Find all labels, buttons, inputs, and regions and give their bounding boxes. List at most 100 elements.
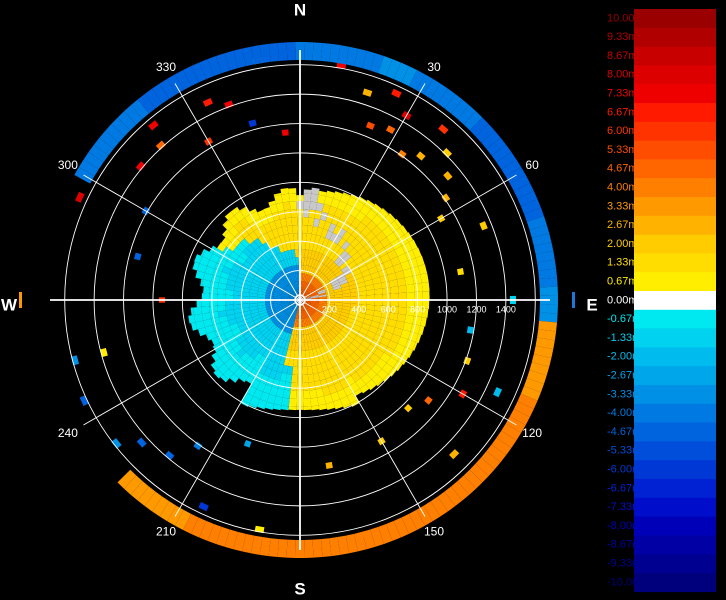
velocity-bin — [282, 291, 291, 296]
velocity-bin — [356, 281, 366, 288]
outer-velocity-band — [199, 59, 214, 80]
velocity-bin — [245, 256, 255, 266]
velocity-bin — [326, 259, 335, 269]
velocity-bin — [385, 266, 396, 275]
range-label: 400 — [351, 304, 366, 314]
velocity-bin — [320, 315, 329, 323]
velocity-bin — [292, 225, 298, 234]
velocity-bin — [288, 188, 297, 194]
velocity-bin — [284, 209, 292, 219]
velocity-bin — [340, 396, 351, 407]
velocity-bin — [390, 293, 399, 300]
velocity-bin — [273, 264, 281, 273]
velocity-speckle — [479, 221, 488, 231]
velocity-bin — [267, 342, 275, 352]
colorbar-label: 6.00m/s — [607, 125, 647, 137]
velocity-bin — [249, 349, 259, 360]
velocity-bin — [421, 308, 429, 318]
velocity-bin — [371, 374, 383, 386]
velocity-bin — [292, 233, 298, 242]
colorbar-label: -7.33m/s — [607, 501, 650, 513]
velocity-bin — [206, 259, 217, 269]
outer-velocity-band — [174, 509, 192, 530]
velocity-bin — [336, 259, 346, 268]
velocity-bin — [236, 255, 246, 265]
velocity-speckle — [438, 124, 449, 135]
velocity-bin — [265, 301, 274, 305]
velocity-bin — [307, 341, 313, 351]
velocity-bin — [325, 322, 333, 330]
velocity-bin — [312, 242, 319, 252]
velocity-bin — [356, 312, 366, 319]
velocity-bin — [262, 232, 271, 242]
velocity-bin — [277, 243, 285, 253]
velocity-bin — [239, 228, 249, 239]
velocity-bin — [237, 320, 247, 328]
velocity-bin — [361, 322, 371, 331]
velocity-bin — [283, 259, 290, 268]
velocity-bin — [282, 268, 289, 277]
velocity-bin — [246, 320, 255, 328]
velocity-bin — [295, 310, 299, 319]
velocity-bin — [262, 358, 271, 368]
velocity-bin — [260, 264, 270, 273]
velocity-bin — [294, 342, 299, 351]
velocity-bin — [302, 217, 309, 226]
velocity-bin — [258, 325, 268, 333]
azimuth-spoke — [299, 299, 517, 426]
velocity-bin — [382, 300, 391, 307]
velocity-bin — [256, 270, 266, 278]
velocity-bin — [225, 304, 234, 311]
velocity-bin — [365, 358, 376, 369]
velocity-bin — [399, 225, 408, 235]
colorbar-swatch — [634, 121, 716, 141]
velocity-bin — [374, 288, 383, 295]
velocity-bin — [371, 214, 383, 226]
velocity-bin — [296, 281, 299, 290]
velocity-bin — [375, 231, 387, 242]
outer-velocity-band — [312, 539, 323, 558]
velocity-bin — [313, 322, 320, 331]
velocity-bin — [263, 223, 272, 233]
velocity-bin — [273, 302, 282, 306]
velocity-bin — [330, 279, 340, 286]
velocity-bin — [353, 272, 363, 280]
colorbar-label: 2.67m/s — [607, 219, 647, 231]
velocity-speckle — [325, 461, 333, 469]
velocity-bin — [322, 237, 330, 247]
velocity-bin — [315, 310, 323, 316]
velocity-bin — [210, 274, 221, 283]
velocity-bin — [394, 343, 406, 354]
velocity-bin — [274, 345, 281, 355]
velocity-bin — [358, 304, 367, 310]
velocity-bin — [267, 270, 275, 278]
velocity-bin — [249, 240, 259, 251]
velocity-bin — [358, 300, 367, 305]
range-label: 600 — [381, 304, 396, 314]
outer-velocity-band — [444, 93, 463, 114]
velocity-bin — [204, 266, 215, 275]
velocity-bin — [235, 277, 245, 284]
velocity-bin — [229, 251, 240, 261]
velocity-bin — [294, 310, 298, 319]
velocity-bin — [284, 276, 291, 285]
velocity-bin — [188, 314, 196, 324]
velocity-bin — [359, 327, 369, 336]
velocity-bin — [349, 307, 359, 313]
outer-velocity-band — [88, 144, 109, 163]
colorbar-swatch — [634, 103, 716, 123]
velocity-bin — [259, 391, 270, 402]
velocity-bin — [307, 249, 313, 259]
velocity-bin — [307, 373, 315, 383]
velocity-bin — [339, 378, 350, 389]
velocity-bin — [376, 220, 389, 232]
outer-velocity-band — [533, 241, 554, 255]
velocity-bin — [257, 302, 266, 306]
velocity-bin — [352, 323, 362, 332]
velocity-bin — [346, 234, 356, 245]
velocity-bin — [348, 343, 358, 353]
outer-velocity-band — [286, 42, 296, 61]
outer-velocity-band — [124, 475, 143, 495]
velocity-bin — [236, 348, 247, 358]
velocity-bin — [337, 276, 347, 283]
